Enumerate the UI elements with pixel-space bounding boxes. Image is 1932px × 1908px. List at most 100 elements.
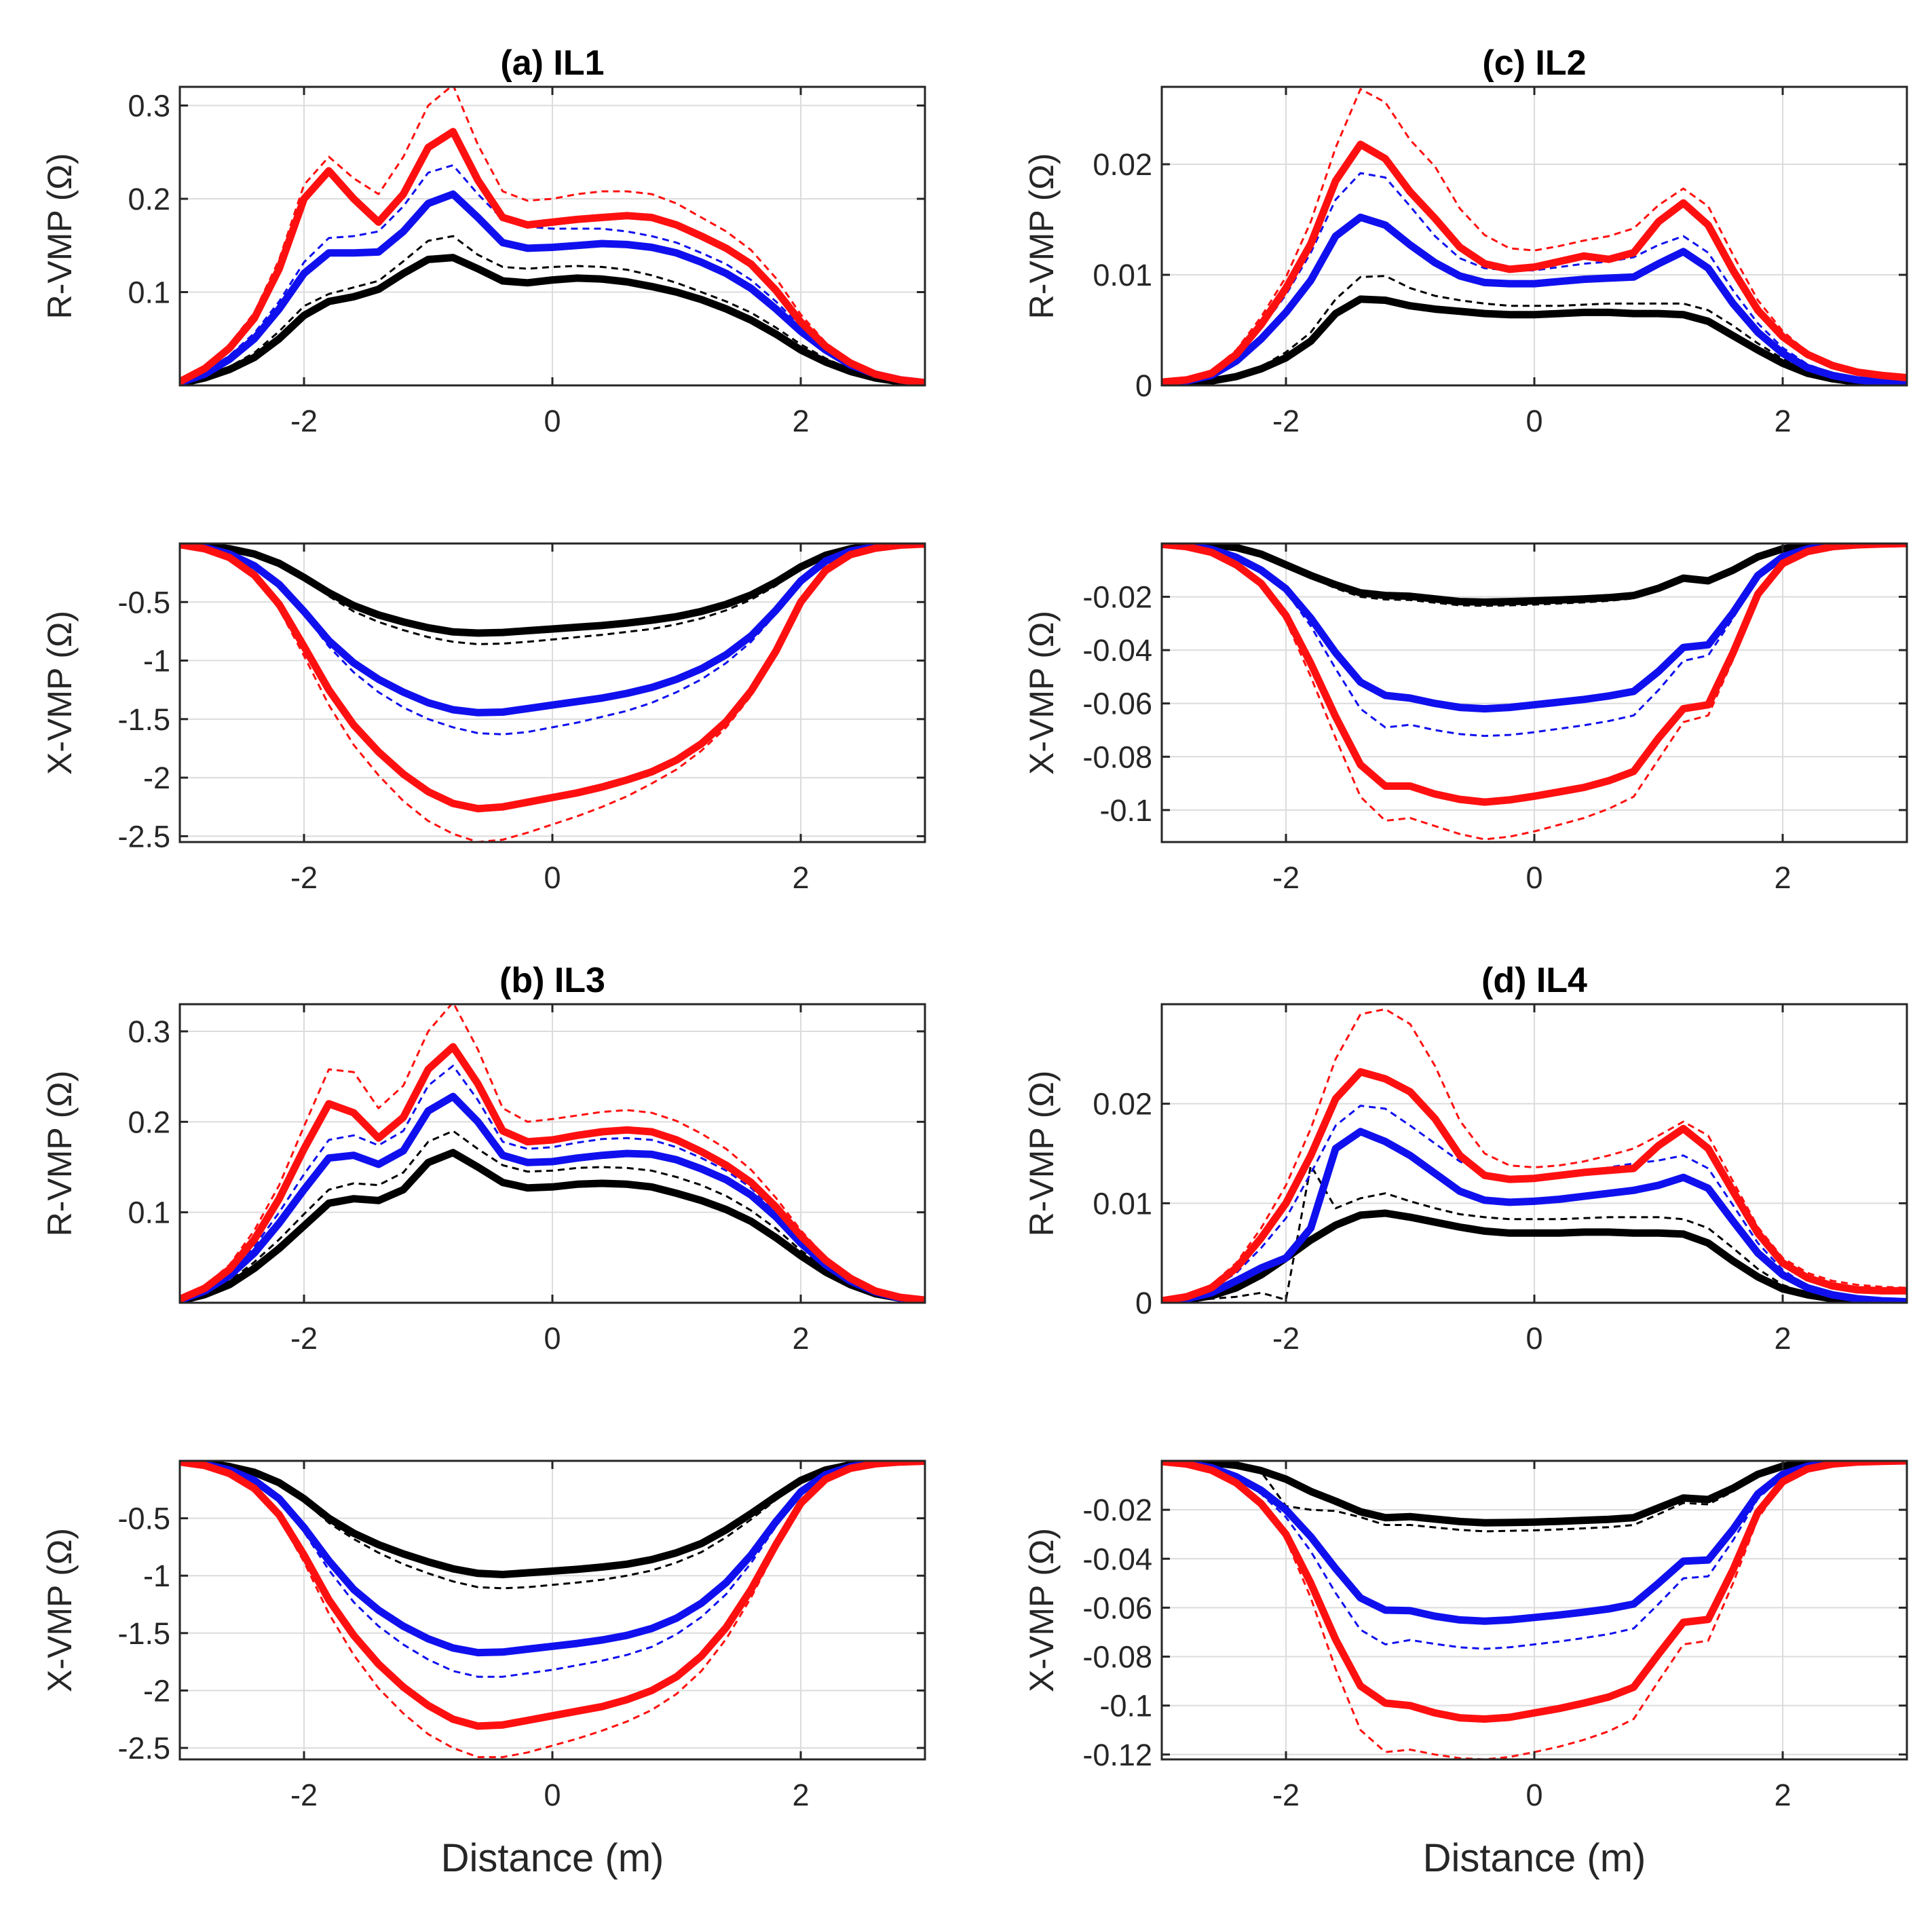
x-tick-label-c-x-2: 2 xyxy=(1774,860,1791,895)
x-tick-label-a-x-0: -2 xyxy=(290,860,318,895)
x-tick-label-c-r-1: 0 xyxy=(1526,404,1542,438)
y-tick-label-d-x-3: -0.08 xyxy=(1082,1640,1152,1675)
y-tick-label-a-r-0: 0.1 xyxy=(128,275,170,310)
series-blue-solid-c-r xyxy=(1162,213,1907,385)
series-black-solid-a-x xyxy=(180,543,925,637)
series-blue-solid-d-r xyxy=(1162,1128,1907,1303)
panel-d-r: -2 0 2 0 0.01 0.02 R-VMP (Ω) (d) IL4 xyxy=(1023,961,1908,1356)
series-red-solid-c-x xyxy=(1162,543,1907,806)
y-tick-label-a-x-3: -2 xyxy=(143,761,170,795)
series-group-c-r xyxy=(1162,88,1907,385)
series-blue-solid-b-x xyxy=(180,1461,925,1657)
x-tick-label-c-x-0: -2 xyxy=(1272,860,1300,895)
panels: -2 0 2 0.1 0.2 0.3 R-VMP (Ω) (a) IL1 -2 0 2 -0.5 -1 -… xyxy=(41,43,1908,1880)
y-tick-label-b-x-4: -2.5 xyxy=(117,1731,170,1766)
panel-title-b-r: (b) IL3 xyxy=(499,961,605,1000)
y-tick-label-c-x-3: -0.08 xyxy=(1082,740,1152,774)
x-tick-label-d-x-2: 2 xyxy=(1774,1778,1791,1812)
x-tick-label-d-r-1: 0 xyxy=(1526,1321,1542,1356)
series-black-dashed-b-r xyxy=(180,1130,925,1302)
series-group-a-r xyxy=(180,87,925,385)
y-tick-label-d-r-0: 0 xyxy=(1135,1286,1152,1320)
series-black-solid-b-r xyxy=(180,1149,925,1303)
series-red-dashed-a-x xyxy=(180,543,925,842)
y-tick-label-a-x-4: -2.5 xyxy=(117,819,170,854)
y-tick-label-b-r-2: 0.3 xyxy=(128,1014,170,1049)
series-red-solid-c-r xyxy=(1162,140,1907,385)
x-tick-label-b-r-1: 0 xyxy=(544,1321,561,1356)
x-tick-label-d-r-0: -2 xyxy=(1272,1321,1300,1356)
series-blue-solid-a-x xyxy=(180,543,925,717)
y-tick-label-c-r-0: 0 xyxy=(1135,368,1152,403)
series-black-solid-a-r xyxy=(180,254,925,385)
y-tick-label-a-x-1: -1 xyxy=(143,644,170,679)
x-tick-label-c-r-2: 2 xyxy=(1774,404,1791,438)
y-axis-label-c-x: X-VMP (Ω) xyxy=(1023,611,1061,775)
series-red-solid-d-x xyxy=(1162,1461,1907,1723)
x-tick-label-c-r-0: -2 xyxy=(1272,404,1300,438)
x-tick-label-a-r-2: 2 xyxy=(792,404,809,438)
series-group-d-r xyxy=(1162,1008,1907,1303)
x-tick-label-a-r-1: 0 xyxy=(544,404,561,438)
x-tick-label-a-x-1: 0 xyxy=(544,860,561,895)
y-tick-label-a-x-0: -0.5 xyxy=(117,585,170,619)
y-tick-label-b-x-2: -1.5 xyxy=(117,1616,170,1651)
series-red-solid-b-x xyxy=(180,1461,925,1730)
series-red-dashed-b-r xyxy=(180,1004,925,1301)
series-group-b-r xyxy=(180,1004,925,1303)
y-tick-label-d-x-2: -0.06 xyxy=(1082,1590,1152,1625)
y-tick-label-d-x-5: -0.12 xyxy=(1082,1738,1152,1772)
x-tick-label-d-x-1: 0 xyxy=(1526,1778,1542,1812)
panel-b-r: -2 0 2 0.1 0.2 0.3 R-VMP (Ω) (b) IL3 xyxy=(41,961,926,1356)
y-axis-label-b-x: X-VMP (Ω) xyxy=(41,1528,79,1692)
x-tick-label-a-x-2: 2 xyxy=(792,860,809,895)
series-group-b-x xyxy=(180,1461,925,1759)
series-red-solid-b-r xyxy=(180,1043,925,1303)
y-tick-label-b-r-1: 0.2 xyxy=(128,1105,170,1139)
series-blue-solid-d-x xyxy=(1162,1461,1907,1625)
y-tick-label-b-x-1: -1 xyxy=(143,1559,170,1593)
x-tick-label-b-x-2: 2 xyxy=(792,1778,809,1812)
x-axis-label-d-x: Distance (m) xyxy=(1423,1836,1646,1880)
series-black-dashed-c-r xyxy=(1162,275,1907,385)
x-tick-label-b-r-2: 2 xyxy=(792,1321,809,1356)
y-tick-label-c-x-1: -0.04 xyxy=(1082,633,1152,668)
y-tick-label-d-r-1: 0.01 xyxy=(1093,1186,1152,1221)
y-tick-label-a-r-2: 0.3 xyxy=(128,89,170,123)
series-blue-solid-a-r xyxy=(180,190,925,385)
y-tick-label-c-x-0: -0.02 xyxy=(1082,580,1152,615)
y-tick-label-d-x-0: -0.02 xyxy=(1082,1493,1152,1527)
panel-a-x: -2 0 2 -0.5 -1 -1.5 -2 -2.5 X-VMP (Ω) xyxy=(41,542,926,895)
x-axis-label-b-x: Distance (m) xyxy=(441,1836,664,1880)
y-tick-label-c-x-2: -0.06 xyxy=(1082,687,1152,721)
x-tick-label-d-x-0: -2 xyxy=(1272,1778,1300,1812)
y-axis-label-c-r: R-VMP (Ω) xyxy=(1023,153,1061,320)
x-tick-label-c-x-1: 0 xyxy=(1526,860,1542,895)
y-tick-label-d-r-2: 0.02 xyxy=(1093,1087,1152,1122)
y-tick-label-d-x-1: -0.04 xyxy=(1082,1542,1152,1576)
series-group-a-x xyxy=(180,543,925,842)
y-tick-label-c-x-4: -0.1 xyxy=(1099,793,1152,828)
panel-title-c-r: (c) IL2 xyxy=(1482,43,1586,83)
x-tick-label-b-r-0: -2 xyxy=(290,1321,318,1356)
y-tick-label-b-x-0: -0.5 xyxy=(117,1502,170,1536)
series-blue-solid-c-x xyxy=(1162,543,1907,713)
panel-c-r: -2 0 2 0 0.01 0.02 R-VMP (Ω) (c) IL2 xyxy=(1023,43,1908,438)
x-tick-label-b-x-0: -2 xyxy=(290,1778,318,1812)
series-black-solid-b-x xyxy=(180,1461,925,1578)
panel-c-x: -2 0 2 -0.02 -0.04 -0.06 -0.08 -0.1 X-VMP (Ω) xyxy=(1023,542,1908,895)
panel-title-a-r: (a) IL1 xyxy=(500,43,604,83)
y-axis-label-d-r: R-VMP (Ω) xyxy=(1023,1071,1061,1237)
series-black-solid-c-r xyxy=(1162,295,1907,385)
series-red-solid-d-r xyxy=(1162,1068,1907,1303)
series-red-solid-a-r xyxy=(180,128,925,385)
panel-d-x: -2 0 2 -0.02 -0.04 -0.06 -0.08 -0.1 -0.12 X-VMP (… xyxy=(1023,1459,1908,1880)
y-tick-label-d-x-4: -0.1 xyxy=(1099,1689,1152,1723)
x-tick-label-b-x-1: 0 xyxy=(544,1778,561,1812)
x-tick-label-d-r-2: 2 xyxy=(1774,1321,1791,1356)
y-axis-label-a-r: R-VMP (Ω) xyxy=(41,153,79,320)
y-axis-label-d-x: X-VMP (Ω) xyxy=(1023,1528,1061,1692)
y-tick-label-a-r-1: 0.2 xyxy=(128,182,170,216)
series-blue-dashed-c-r xyxy=(1162,172,1907,385)
